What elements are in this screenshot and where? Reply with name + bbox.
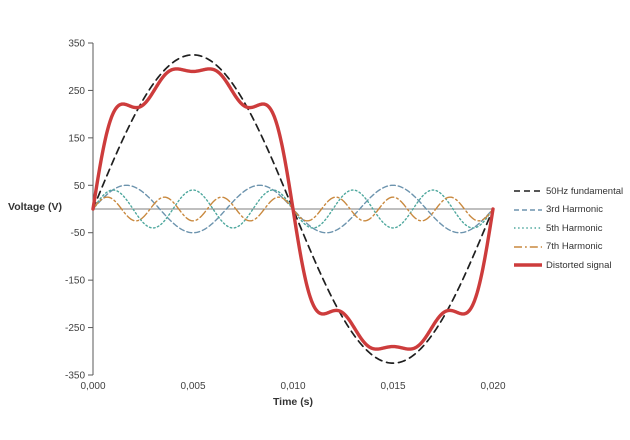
legend-entry-3rd-harmonic: 3rd Harmonic — [513, 201, 623, 220]
y-axis-title: Voltage (V) — [8, 201, 63, 213]
y-tick-label: 250 — [68, 86, 85, 97]
legend-line-sample-7th-harmonic — [514, 245, 542, 248]
y-tick-label: -50 — [71, 228, 86, 239]
series-distorted-signal — [91, 67, 495, 351]
y-tick-label: -150 — [65, 276, 85, 287]
legend-entry-50hz-fundamental: 50Hz fundamental — [513, 182, 623, 201]
y-tick-label: 50 — [74, 181, 86, 192]
y-tick-label: -250 — [65, 323, 85, 334]
legend-line-sample-5th-harmonic — [514, 227, 542, 230]
legend-line-sample-50hz-fundamental — [514, 190, 542, 193]
legend-entry-7th-harmonic: 7th Harmonic — [513, 238, 623, 257]
legend-label-distorted-signal: Distorted signal — [546, 259, 612, 271]
y-tick-label: 350 — [68, 39, 85, 50]
x-axis-title: Time (s) — [272, 396, 314, 408]
legend-label-7th-harmonic: 7th Harmonic — [546, 241, 603, 253]
y-tick-label: 150 — [68, 133, 85, 144]
x-tick-label: 0,000 — [80, 381, 105, 392]
y-tick-label: -350 — [65, 371, 85, 382]
legend-entry-distorted-signal: Distorted signal — [513, 256, 623, 275]
x-tick-label: 0,015 — [380, 381, 405, 392]
legend: 50Hz fundamental 3rd Harmonic 5th Harmonic… — [513, 182, 623, 275]
legend-label-5th-harmonic: 5th Harmonic — [546, 222, 603, 234]
legend-entry-5th-harmonic: 5th Harmonic — [513, 219, 623, 238]
legend-line-sample-distorted-signal — [514, 263, 542, 267]
x-tick-label: 0,020 — [480, 381, 505, 392]
legend-line-sample-3rd-harmonic — [514, 208, 542, 211]
legend-label-50hz-fundamental: 50Hz fundamental — [546, 185, 624, 197]
legend-label-3rd-harmonic: 3rd Harmonic — [546, 204, 604, 216]
series-50hz-fundamental — [92, 54, 494, 364]
x-tick-label: 0,010 — [280, 381, 305, 392]
x-tick-label: 0,005 — [180, 381, 205, 392]
